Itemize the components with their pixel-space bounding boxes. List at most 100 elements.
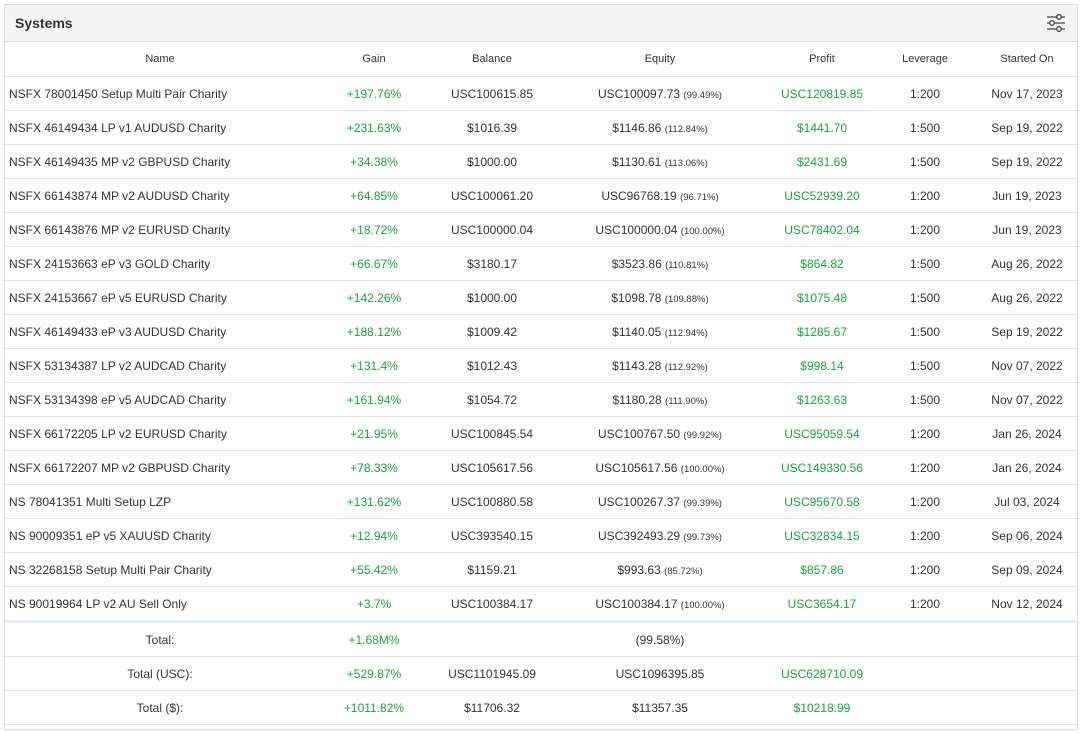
totals-equity: $11357.35 — [551, 690, 769, 725]
profit-value: USC78402.04 — [769, 212, 875, 247]
gain-value: +161.94% — [315, 382, 433, 417]
equity-percent: (85.72%) — [664, 565, 703, 577]
equity-percent: (99.73%) — [683, 531, 722, 543]
gain-value: +55.42% — [315, 552, 433, 587]
leverage-value: 1:500 — [875, 382, 975, 417]
system-name-link[interactable]: NSFX 66172207 MP v2 GBPUSD Charity — [5, 450, 315, 485]
started-on-value: Sep 19, 2022 — [975, 110, 1079, 145]
gain-value: +131.4% — [315, 348, 433, 383]
equity-value: USC96768.19 (96.71%) — [551, 178, 769, 213]
column-header-profit[interactable]: Profit — [769, 42, 875, 77]
gain-value: +66.67% — [315, 246, 433, 281]
leverage-value: 1:500 — [875, 280, 975, 315]
profit-value: $1263.63 — [769, 382, 875, 417]
table-row[interactable]: NS 90009351 eP v5 XAUUSD Charity +12.94% U… — [5, 518, 1079, 553]
system-name-link[interactable]: NSFX 53134398 eP v5 AUDCAD Charity — [5, 382, 315, 417]
system-name-link[interactable]: NSFX 66172205 LP v2 EURUSD Charity — [5, 416, 315, 451]
system-name-link[interactable]: NS 32268158 Setup Multi Pair Charity — [5, 552, 315, 587]
profit-value: $864.82 — [769, 246, 875, 281]
balance-value: $1000.00 — [433, 144, 551, 179]
totals-equity: USC1096395.85 — [551, 656, 769, 691]
started-on-value: Sep 19, 2022 — [975, 314, 1079, 349]
started-on-value: Nov 07, 2022 — [975, 348, 1079, 383]
equity-value: USC100000.04 (100.00%) — [551, 212, 769, 247]
system-name-link[interactable]: NSFX 46149435 MP v2 GBPUSD Charity — [5, 144, 315, 179]
profit-value: $857.86 — [769, 552, 875, 587]
system-name-link[interactable]: NSFX 53134387 LP v2 AUDCAD Charity — [5, 348, 315, 383]
leverage-value: 1:200 — [875, 450, 975, 485]
system-name-link[interactable]: NS 78041351 Multi Setup LZP — [5, 484, 315, 519]
system-name-link[interactable]: NS 90009351 eP v5 XAUUSD Charity — [5, 518, 315, 553]
leverage-value: 1:500 — [875, 246, 975, 281]
table-row[interactable]: NS 32268158 Setup Multi Pair Charity +55.… — [5, 552, 1079, 587]
equity-percent: (100.00%) — [680, 463, 725, 475]
equity-value: $1143.28 (112.92%) — [551, 348, 769, 383]
totals-empty-cell — [975, 656, 1079, 691]
column-header-name[interactable]: Name — [5, 42, 315, 77]
system-name-link[interactable]: NSFX 24153663 eP v3 GOLD Charity — [5, 246, 315, 281]
table-row[interactable]: NSFX 46149435 MP v2 GBPUSD Charity +34.38… — [5, 144, 1079, 179]
system-name-link[interactable]: NSFX 66143874 MP v2 AUDUSD Charity — [5, 178, 315, 213]
table-row[interactable]: NSFX 66172205 LP v2 EURUSD Charity +21.95… — [5, 416, 1079, 451]
started-on-value: Aug 26, 2022 — [975, 280, 1079, 315]
table-row[interactable]: NSFX 53134398 eP v5 AUDCAD Charity +161.9… — [5, 382, 1079, 417]
system-name-link[interactable]: NSFX 66143876 MP v2 EURUSD Charity — [5, 212, 315, 247]
balance-value: USC100000.04 — [433, 212, 551, 247]
system-name-link[interactable]: NSFX 78001450 Setup Multi Pair Charity — [5, 76, 315, 111]
totals-row: Total: +1.68M% (99.58%) — [5, 620, 1079, 657]
table-row[interactable]: NSFX 78001450 Setup Multi Pair Charity +1… — [5, 76, 1079, 111]
systems-panel: Systems Name Gain Balance — [4, 4, 1079, 730]
balance-value: $1159.21 — [433, 552, 551, 587]
table-row[interactable]: NSFX 53134387 LP v2 AUDCAD Charity +131.4… — [5, 348, 1079, 383]
leverage-value: 1:500 — [875, 110, 975, 145]
table-row[interactable]: NSFX 46149433 eP v3 AUDUSD Charity +188.1… — [5, 314, 1079, 349]
table-row[interactable]: NSFX 24153663 eP v3 GOLD Charity +66.67% $… — [5, 246, 1079, 281]
leverage-value: 1:200 — [875, 416, 975, 451]
column-header-equity[interactable]: Equity — [551, 42, 769, 77]
table-row[interactable]: NS 78041351 Multi Setup LZP +131.62% USC10… — [5, 484, 1079, 519]
started-on-value: Sep 09, 2024 — [975, 552, 1079, 587]
system-name-link[interactable]: NSFX 46149433 eP v3 AUDUSD Charity — [5, 314, 315, 349]
table-row[interactable]: NSFX 66143876 MP v2 EURUSD Charity +18.72… — [5, 212, 1079, 247]
profit-value: $2431.69 — [769, 144, 875, 179]
table-row[interactable]: NS 90019964 LP v2 AU Sell Only +3.7% USC10… — [5, 586, 1079, 622]
equity-percent: (100.00%) — [680, 225, 725, 237]
started-on-value: Jan 26, 2024 — [975, 450, 1079, 485]
table-row[interactable]: NSFX 24153667 eP v5 EURUSD Charity +142.2… — [5, 280, 1079, 315]
totals-balance: $11706.32 — [433, 690, 551, 725]
table-row[interactable]: NSFX 66143874 MP v2 AUDUSD Charity +64.85… — [5, 178, 1079, 213]
column-header-balance[interactable]: Balance — [433, 42, 551, 77]
equity-value: USC105617.56 (100.00%) — [551, 450, 769, 485]
started-on-value: Nov 07, 2022 — [975, 382, 1079, 417]
table-row[interactable]: NSFX 46149434 LP v1 AUDUSD Charity +231.6… — [5, 110, 1079, 145]
profit-value: USC149330.56 — [769, 450, 875, 485]
table-row[interactable]: NSFX 66172207 MP v2 GBPUSD Charity +78.33… — [5, 450, 1079, 485]
system-name-link[interactable]: NSFX 46149434 LP v1 AUDUSD Charity — [5, 110, 315, 145]
equity-percent: (109.88%) — [664, 293, 709, 305]
totals-profit: $10218.99 — [769, 690, 875, 725]
gain-value: +34.38% — [315, 144, 433, 179]
totals-label: Total (USC): — [5, 656, 315, 691]
equity-value: $1146.86 (112.84%) — [551, 110, 769, 145]
equity-percent: (111.90%) — [665, 395, 708, 407]
totals-balance: USC1101945.09 — [433, 656, 551, 691]
started-on-value: Aug 26, 2022 — [975, 246, 1079, 281]
leverage-value: 1:200 — [875, 76, 975, 111]
gain-value: +231.63% — [315, 110, 433, 145]
equity-value: USC100097.73 (99.49%) — [551, 76, 769, 111]
system-name-link[interactable]: NS 90019964 LP v2 AU Sell Only — [5, 586, 315, 622]
profit-value: $1441.70 — [769, 110, 875, 145]
equity-value: USC100267.37 (99.39%) — [551, 484, 769, 519]
system-name-link[interactable]: NSFX 24153667 eP v5 EURUSD Charity — [5, 280, 315, 315]
column-header-leverage[interactable]: Leverage — [875, 42, 975, 77]
equity-value: $1180.28 (111.90%) — [551, 382, 769, 417]
leverage-value: 1:200 — [875, 178, 975, 213]
profit-value: $998.14 — [769, 348, 875, 383]
gain-value: +64.85% — [315, 178, 433, 213]
balance-value: $1012.43 — [433, 348, 551, 383]
systems-table: Name Gain Balance Equity Profit Leverage… — [5, 42, 1079, 725]
started-on-value: Jun 19, 2023 — [975, 178, 1079, 213]
sliders-icon[interactable] — [1045, 12, 1067, 34]
column-header-gain[interactable]: Gain — [315, 42, 433, 77]
column-header-started-on[interactable]: Started On — [975, 42, 1079, 77]
